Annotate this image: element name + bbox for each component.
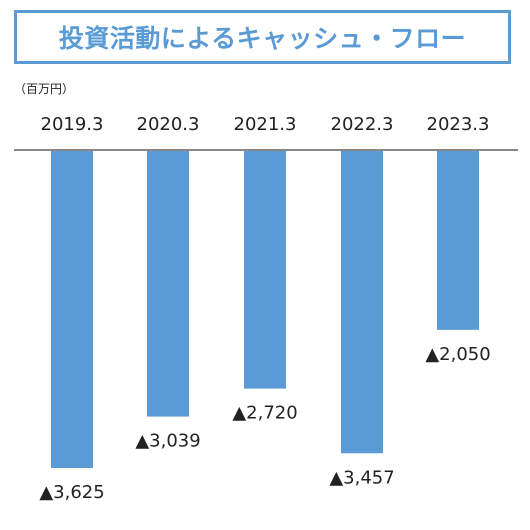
value-label-2020.3: ▲3,039 (135, 431, 200, 452)
category-label-2021.3: 2021.3 (234, 114, 297, 135)
bar-2019.3 (51, 150, 93, 468)
chart-title-box: 投資活動によるキャッシュ・フロー (14, 10, 511, 64)
chart-title: 投資活動によるキャッシュ・フロー (58, 24, 467, 53)
value-label-2019.3: ▲3,625 (39, 482, 104, 503)
category-label-2023.3: 2023.3 (427, 114, 490, 135)
category-label-2020.3: 2020.3 (137, 114, 200, 135)
value-label-2023.3: ▲2,050 (425, 344, 490, 365)
bar-2022.3 (341, 150, 383, 454)
bar-2020.3 (147, 150, 189, 417)
bar-2023.3 (437, 150, 479, 330)
bar-2021.3 (244, 150, 286, 389)
unit-label: （百万円） (14, 82, 75, 96)
value-label-2022.3: ▲3,457 (329, 467, 394, 488)
category-label-2019.3: 2019.3 (41, 114, 104, 135)
category-label-2022.3: 2022.3 (331, 114, 394, 135)
value-label-2021.3: ▲2,720 (232, 403, 297, 424)
